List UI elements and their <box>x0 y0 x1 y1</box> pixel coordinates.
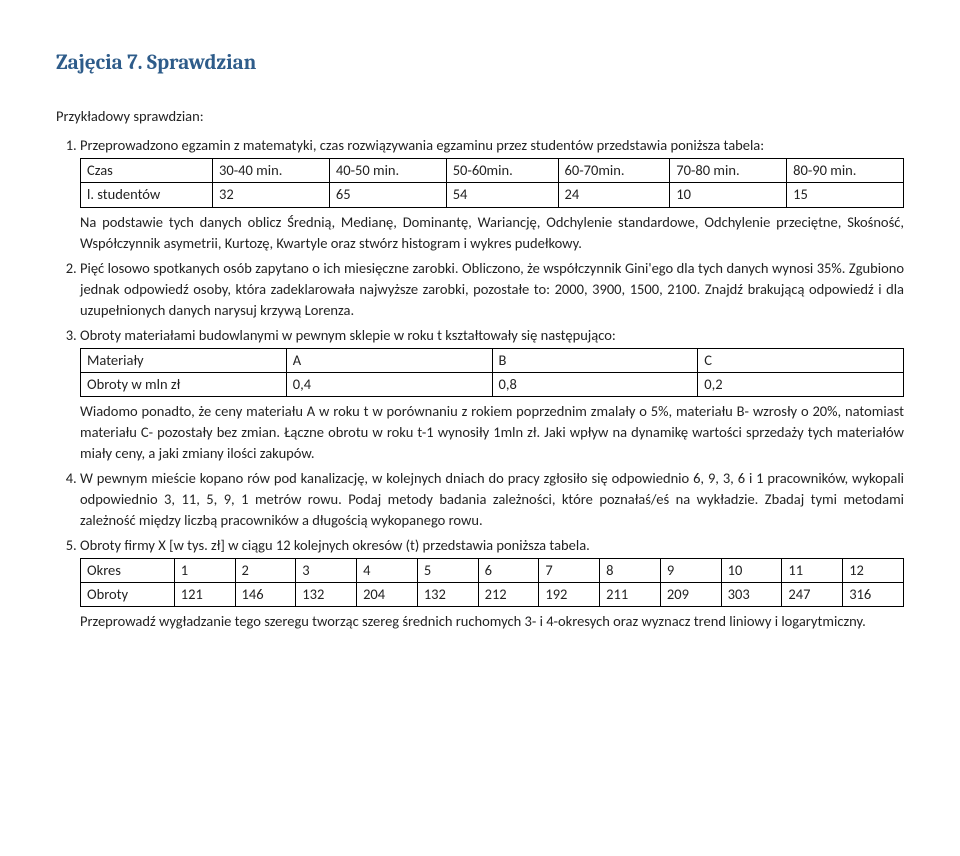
cell: 12 <box>843 558 904 582</box>
question-list: Przeprowadzono egzamin z matematyki, cza… <box>56 135 904 606</box>
cell: Obroty w mln zł <box>81 372 287 396</box>
cell: 54 <box>446 183 558 207</box>
table-1: Czas 30-40 min. 40-50 min. 50-60min. 60-… <box>80 158 904 207</box>
cell: Materiały <box>81 348 287 372</box>
cell: 15 <box>787 183 904 207</box>
cell: 316 <box>843 582 904 606</box>
q3-intro: Obroty materiałami budowlanymi w pewnym … <box>80 326 616 344</box>
cell: Okres <box>81 558 175 582</box>
cell: 192 <box>539 582 600 606</box>
cell: 146 <box>235 582 296 606</box>
page-title: Zajęcia 7. Sprawdzian <box>56 48 904 78</box>
cell: 70-80 min. <box>670 159 787 183</box>
cell: 4 <box>357 558 418 582</box>
table-row: l. studentów 32 65 54 24 10 15 <box>81 183 904 207</box>
q1-intro: Przeprowadzono egzamin z matematyki, cza… <box>80 136 764 154</box>
cell: 303 <box>721 582 782 606</box>
cell: 32 <box>213 183 330 207</box>
cell: 2 <box>235 558 296 582</box>
question-3: Obroty materiałami budowlanymi w pewnym … <box>80 325 904 464</box>
table-3: Materiały A B C Obroty w mln zł 0,4 0,8 … <box>80 348 904 397</box>
cell: l. studentów <box>81 183 213 207</box>
cell: 121 <box>174 582 235 606</box>
q2-text: Pięć losowo spotkanych osób zapytano o i… <box>80 259 904 319</box>
q1-after: Na podstawie tych danych oblicz Średnią,… <box>80 212 904 254</box>
cell: A <box>286 348 492 372</box>
cell: Czas <box>81 159 213 183</box>
cell: 80-90 min. <box>787 159 904 183</box>
cell: 211 <box>600 582 661 606</box>
question-5: Obroty firmy X [w tys. zł] w ciągu 12 ko… <box>80 535 904 607</box>
q5-intro: Obroty firmy X [w tys. zł] w ciągu 12 ko… <box>80 536 590 554</box>
table-row: Czas 30-40 min. 40-50 min. 50-60min. 60-… <box>81 159 904 183</box>
table-row: Materiały A B C <box>81 348 904 372</box>
cell: Obroty <box>81 582 175 606</box>
cell: 1 <box>174 558 235 582</box>
cell: 212 <box>478 582 539 606</box>
question-2: Pięć losowo spotkanych osób zapytano o i… <box>80 258 904 321</box>
cell: 0,8 <box>492 372 698 396</box>
table-row: Okres 1 2 3 4 5 6 7 8 9 10 11 12 <box>81 558 904 582</box>
cell: 10 <box>721 558 782 582</box>
cell: 132 <box>296 582 357 606</box>
cell: B <box>492 348 698 372</box>
cell: 204 <box>357 582 418 606</box>
subtitle: Przykładowy sprawdzian: <box>56 106 904 127</box>
q3-after: Wiadomo ponadto, że ceny materiału A w r… <box>80 401 904 464</box>
cell: 65 <box>329 183 446 207</box>
cell: 40-50 min. <box>329 159 446 183</box>
cell: 247 <box>782 582 843 606</box>
cell: 60-70min. <box>558 159 670 183</box>
cell: 6 <box>478 558 539 582</box>
question-4: W pewnym mieście kopano rów pod kanaliza… <box>80 468 904 531</box>
cell: 10 <box>670 183 787 207</box>
cell: 24 <box>558 183 670 207</box>
q4-text: W pewnym mieście kopano rów pod kanaliza… <box>80 469 904 529</box>
cell: 209 <box>660 582 721 606</box>
cell: 50-60min. <box>446 159 558 183</box>
cell: 7 <box>539 558 600 582</box>
cell: 5 <box>417 558 478 582</box>
cell: 0,2 <box>698 372 904 396</box>
q5-after: Przeprowadź wygładzanie tego szeregu two… <box>80 611 904 632</box>
cell: 8 <box>600 558 661 582</box>
question-1: Przeprowadzono egzamin z matematyki, cza… <box>80 135 904 253</box>
cell: 9 <box>660 558 721 582</box>
table-row: Obroty 121 146 132 204 132 212 192 211 2… <box>81 582 904 606</box>
cell: C <box>698 348 904 372</box>
cell: 132 <box>417 582 478 606</box>
cell: 11 <box>782 558 843 582</box>
cell: 3 <box>296 558 357 582</box>
cell: 0,4 <box>286 372 492 396</box>
cell: 30-40 min. <box>213 159 330 183</box>
table-row: Obroty w mln zł 0,4 0,8 0,2 <box>81 372 904 396</box>
table-5: Okres 1 2 3 4 5 6 7 8 9 10 11 12 Obroty … <box>80 558 904 607</box>
